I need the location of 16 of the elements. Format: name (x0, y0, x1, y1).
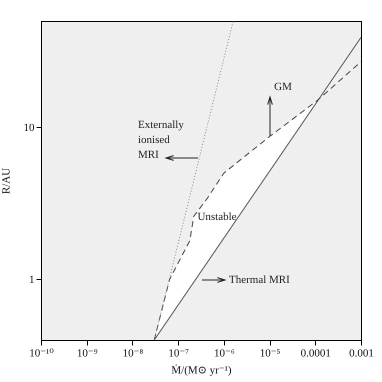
x-tick-label: 10⁻⁶ (214, 348, 235, 360)
annotation: Unstable (197, 211, 237, 223)
y-tick-label: 1 (29, 274, 34, 286)
x-tick-label: 10⁻⁸ (122, 348, 144, 360)
y-axis-title: R/AU (0, 168, 12, 194)
annotation: GM (274, 81, 292, 93)
annotation: Externally ionised MRI (138, 119, 184, 161)
x-axis-title: Ṁ/(M⊙ yr⁻¹) (171, 364, 232, 376)
annotation: Thermal MRI (229, 274, 290, 286)
x-tick-label: 0.0001 (300, 348, 331, 360)
x-tick-label: 0.001 (349, 348, 374, 360)
x-tick-label: 10⁻⁵ (260, 348, 281, 360)
x-tick-label: 10⁻¹⁰ (29, 348, 54, 360)
x-tick-label: 10⁻⁹ (76, 348, 98, 360)
x-tick-label: 10⁻⁷ (168, 348, 190, 360)
y-tick-label: 10 (24, 122, 35, 134)
